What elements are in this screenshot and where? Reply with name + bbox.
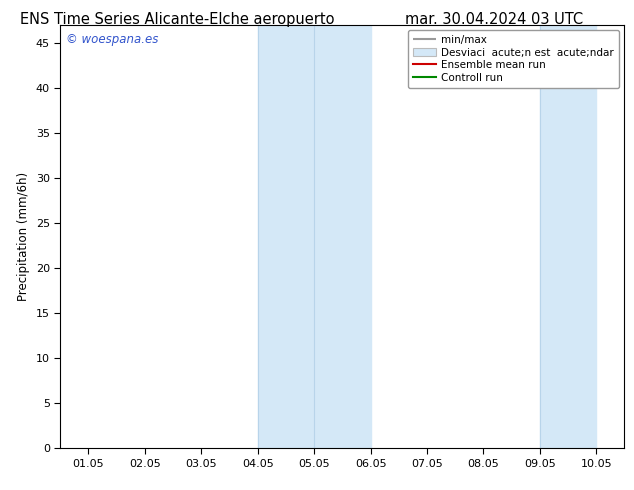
Text: mar. 30.04.2024 03 UTC: mar. 30.04.2024 03 UTC <box>406 12 583 27</box>
Bar <box>257 24 370 448</box>
Bar <box>540 24 596 448</box>
Text: ENS Time Series Alicante-Elche aeropuerto: ENS Time Series Alicante-Elche aeropuert… <box>20 12 335 27</box>
Y-axis label: Precipitation (mm/6h): Precipitation (mm/6h) <box>17 172 30 301</box>
Text: © woespana.es: © woespana.es <box>66 33 158 46</box>
Legend: min/max, Desviaci  acute;n est  acute;ndar, Ensemble mean run, Controll run: min/max, Desviaci acute;n est acute;ndar… <box>408 30 619 88</box>
